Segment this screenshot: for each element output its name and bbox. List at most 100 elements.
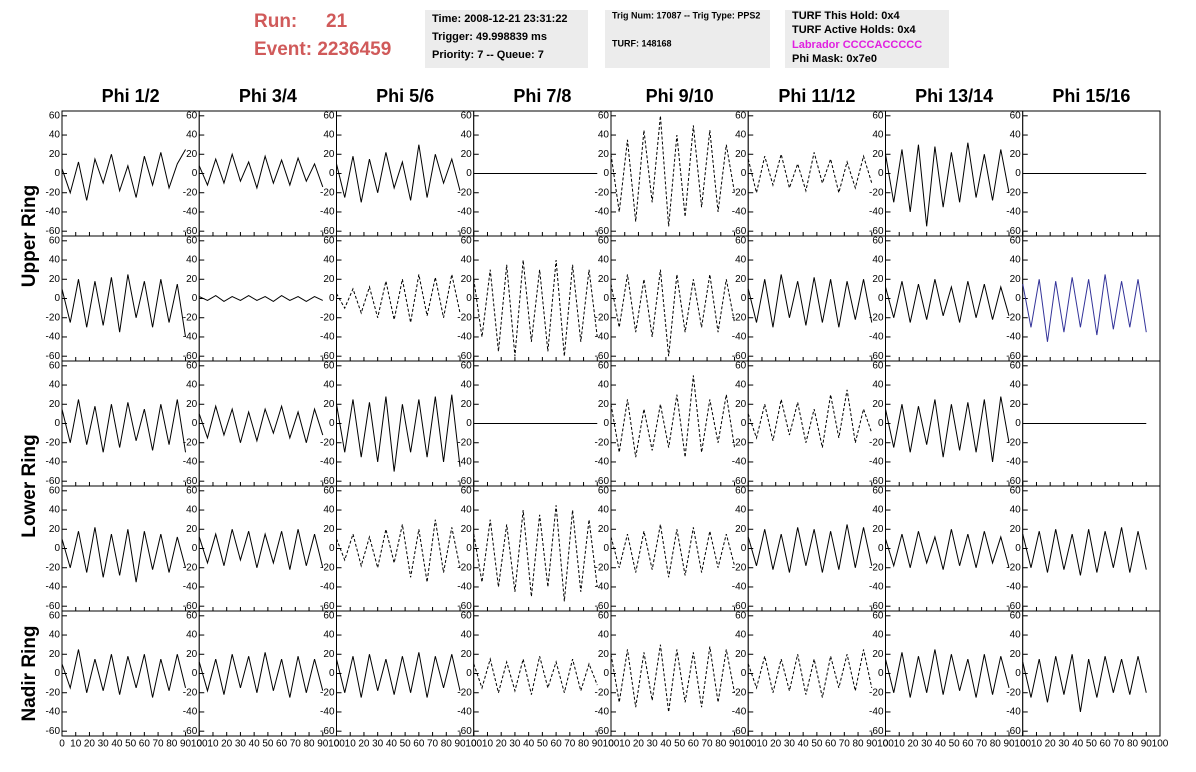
y-tick-label: 60 — [49, 110, 61, 121]
y-tick-label: 0 — [1015, 418, 1021, 429]
x-tick-label: 100 — [1014, 739, 1031, 750]
y-tick-label: 0 — [329, 418, 335, 429]
panel-frame — [747, 485, 886, 612]
y-tick-label: 40 — [735, 130, 747, 141]
waveform — [61, 149, 186, 201]
waveform — [198, 404, 324, 443]
waveform — [61, 527, 187, 583]
x-tick-label: 50 — [262, 739, 274, 750]
y-tick-label: -60 — [595, 351, 610, 362]
y-tick-label: -20 — [457, 312, 472, 323]
panel-frame — [61, 110, 200, 237]
y-tick-label: 20 — [323, 149, 335, 160]
y-tick-label: -40 — [869, 457, 884, 468]
y-tick-label: 0 — [192, 168, 198, 179]
x-tick-label: 80 — [166, 739, 178, 750]
x-tick-label: 20 — [907, 739, 919, 750]
panel-frame — [198, 610, 337, 737]
y-tick-label: -20 — [1006, 312, 1021, 323]
y-tick-label: 60 — [323, 485, 335, 496]
y-tick-label: 40 — [872, 505, 884, 516]
y-tick-label: 60 — [461, 485, 473, 496]
y-tick-label: 0 — [466, 293, 472, 304]
y-tick-label: 20 — [735, 149, 747, 160]
waveform — [61, 649, 187, 698]
y-tick-label: -20 — [457, 687, 472, 698]
y-tick-label: 0 — [741, 418, 747, 429]
y-tick-label: -40 — [732, 207, 747, 218]
y-tick-label: 60 — [186, 360, 198, 371]
y-tick-label: 40 — [735, 380, 747, 391]
y-tick-label: -60 — [595, 476, 610, 487]
y-tick-label: -40 — [46, 582, 61, 593]
y-tick-label: 40 — [49, 255, 61, 266]
y-tick-label: 40 — [186, 630, 198, 641]
y-tick-label: 20 — [735, 649, 747, 660]
y-tick-label: -40 — [46, 332, 61, 343]
x-tick-label: 20 — [770, 739, 782, 750]
waveform — [473, 656, 598, 695]
info-box — [785, 10, 949, 68]
priority: Priority: 7 -- Queue: 7 — [432, 49, 544, 61]
x-tick-label: 0 — [1020, 739, 1026, 750]
waveform — [473, 505, 598, 602]
y-tick-label: 60 — [186, 110, 198, 121]
y-tick-label: -40 — [595, 707, 610, 718]
panel-frame — [61, 610, 200, 737]
ring-label: Upper Ring — [19, 185, 40, 287]
y-tick-label: 0 — [741, 293, 747, 304]
y-tick-label: 40 — [461, 130, 473, 141]
y-tick-label: -40 — [183, 207, 198, 218]
y-tick-label: 40 — [872, 255, 884, 266]
y-tick-label: -40 — [320, 207, 335, 218]
waveform — [885, 396, 1010, 463]
waveform — [199, 295, 323, 302]
x-tick-label: 40 — [798, 739, 810, 750]
y-tick-label: -60 — [46, 601, 61, 612]
x-tick-label: 70 — [290, 739, 302, 750]
waveform — [1022, 274, 1147, 342]
y-tick-label: 60 — [1010, 360, 1022, 371]
y-tick-label: 60 — [1010, 235, 1022, 246]
y-tick-label: 0 — [603, 293, 609, 304]
y-tick-label: 40 — [735, 255, 747, 266]
y-tick-label: 60 — [598, 110, 610, 121]
panel-frame — [610, 610, 749, 737]
x-tick-label: 10 — [756, 739, 768, 750]
x-tick-label: 30 — [647, 739, 659, 750]
y-tick-label: 20 — [1010, 649, 1022, 660]
x-tick-label: 70 — [839, 739, 851, 750]
panel-frame — [747, 235, 886, 362]
y-tick-label: 20 — [598, 274, 610, 285]
y-tick-label: 0 — [603, 418, 609, 429]
y-tick-label: -60 — [869, 226, 884, 237]
x-tick-label: 40 — [111, 739, 123, 750]
x-tick-label: 80 — [578, 739, 590, 750]
y-tick-label: 0 — [329, 668, 335, 679]
y-tick-label: -60 — [595, 226, 610, 237]
y-tick-label: 40 — [461, 505, 473, 516]
x-tick-label: 30 — [921, 739, 933, 750]
x-tick-label: 50 — [949, 739, 961, 750]
x-tick-label: 90 — [592, 739, 604, 750]
y-tick-label: -60 — [46, 476, 61, 487]
y-tick-label: -40 — [732, 582, 747, 593]
y-tick-label: 40 — [186, 255, 198, 266]
y-tick-label: 40 — [186, 130, 198, 141]
x-tick-label: 0 — [745, 739, 751, 750]
y-tick-label: 20 — [186, 149, 198, 160]
panel-frame — [473, 610, 612, 737]
y-tick-label: 20 — [49, 524, 61, 535]
y-tick-label: 60 — [872, 235, 884, 246]
x-tick-label: 30 — [235, 739, 247, 750]
turf-active: TURF Active Holds: 0x4 — [792, 24, 917, 36]
x-tick-label: 10 — [207, 739, 219, 750]
y-tick-label: 60 — [49, 610, 61, 621]
panel-frame — [610, 235, 749, 362]
y-tick-label: 40 — [49, 130, 61, 141]
waveform — [747, 524, 873, 573]
ring-label: Nadir Ring — [19, 625, 40, 721]
x-tick-label: 30 — [509, 739, 521, 750]
panel-frame — [610, 485, 749, 612]
y-tick-label: 60 — [1010, 110, 1022, 121]
